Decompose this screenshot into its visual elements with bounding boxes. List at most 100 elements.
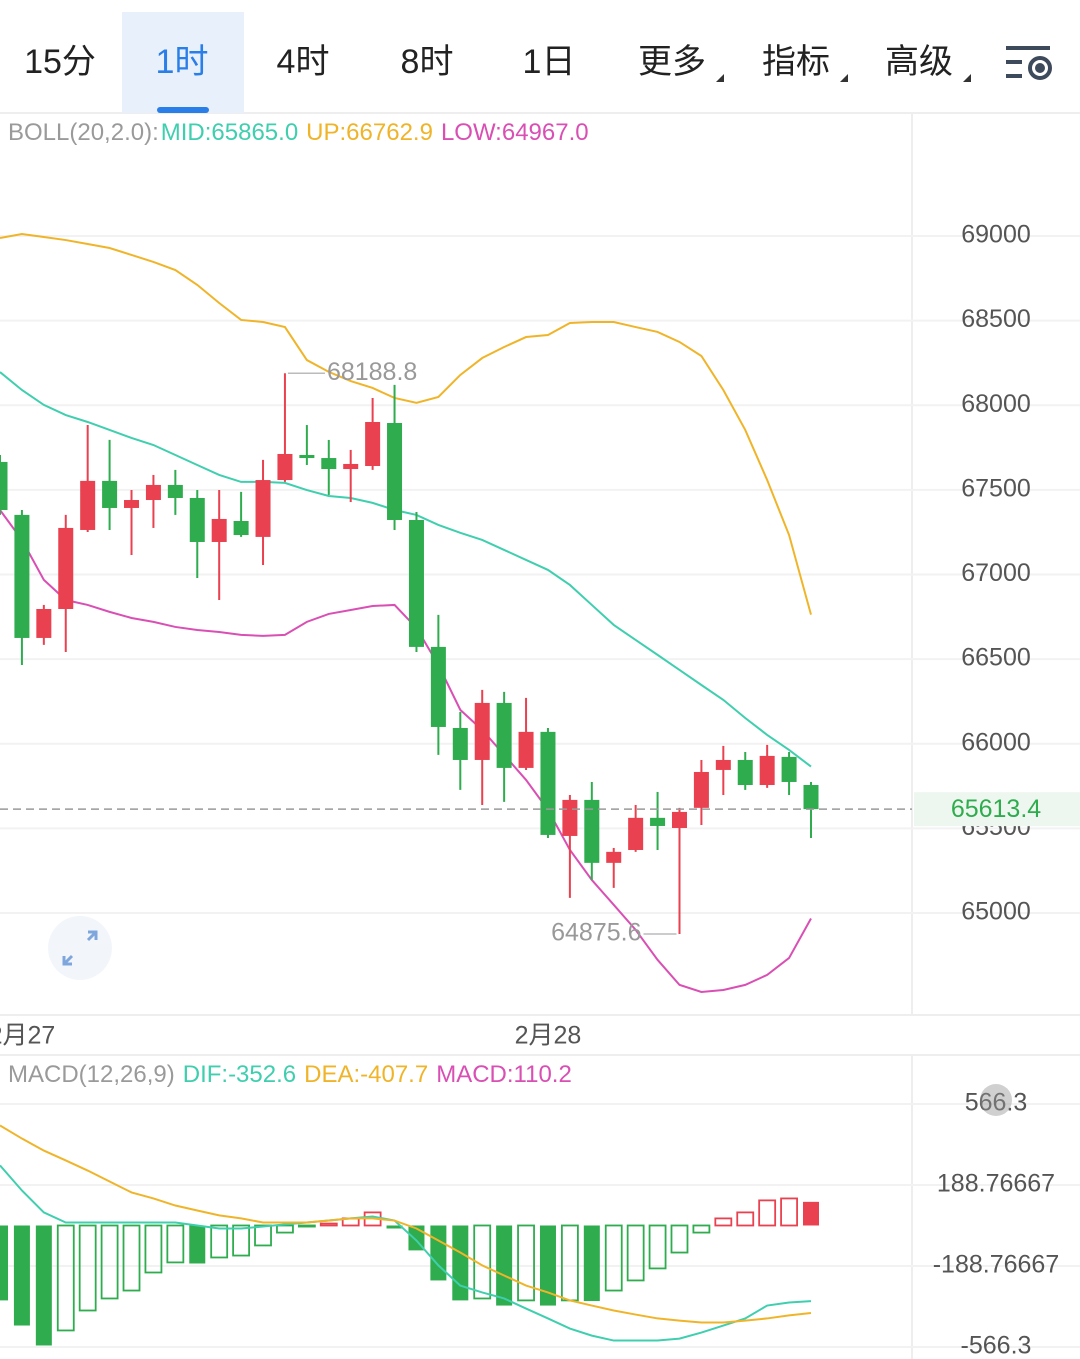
candle-body (189, 497, 205, 542)
macd-bar (780, 1197, 798, 1227)
candle-body (58, 527, 74, 610)
dropdown-caret (840, 74, 848, 82)
y-tick-label: 68000 (961, 390, 1031, 418)
indicator-name: MACD(12,26,9) (8, 1061, 175, 1088)
tab[interactable]: 1日 (523, 43, 576, 81)
legend-entry: DIF:-352.6 (183, 1061, 296, 1088)
macd-bar (210, 1224, 229, 1259)
macd-bar (254, 1224, 272, 1247)
candle-body (781, 756, 797, 782)
y-tick-label: 65000 (961, 898, 1031, 926)
candle-body (430, 646, 446, 727)
candle-body (0, 461, 8, 510)
macd-bar (803, 1201, 819, 1226)
macd-bar (452, 1225, 469, 1301)
candle-body (693, 771, 709, 808)
y-tick-label: 68500 (961, 305, 1031, 333)
indicator-name: BOLL(20,2.0): (8, 119, 159, 146)
y-tick-label: 66500 (961, 644, 1031, 672)
tab[interactable]: 4时 (277, 43, 330, 81)
current-price-bg (914, 792, 1080, 827)
candle-body (343, 463, 359, 470)
candle-body (759, 755, 775, 786)
macd-bar (189, 1225, 206, 1264)
indicator-line (0, 509, 812, 993)
high-label: 68188.8 (327, 358, 417, 386)
macd-bar (626, 1224, 645, 1282)
y-tick-label: -566.3 (961, 1332, 1032, 1359)
indicator-line (0, 232, 812, 615)
candle-body (211, 518, 227, 542)
macd-bar (100, 1224, 119, 1300)
macd-bar (496, 1225, 513, 1306)
expand-button[interactable] (48, 916, 112, 980)
macd-bar (714, 1217, 733, 1227)
candle-body (474, 702, 490, 760)
indicator-header: MACD(12,26,9) DIF:-352.6 DEA:-407.7 MACD:11… (8, 1061, 572, 1088)
y-tick-label: 67500 (961, 474, 1031, 502)
candle-body (671, 811, 687, 828)
candle-body (124, 500, 140, 508)
macd-bar (604, 1224, 623, 1292)
settings-icon[interactable] (1006, 46, 1052, 80)
candle-body (145, 484, 161, 501)
candle-body (540, 731, 556, 835)
candle-body (452, 727, 468, 760)
scroll-handle[interactable] (980, 1084, 1012, 1116)
candle-body (167, 484, 183, 498)
tab[interactable]: 8时 (401, 43, 454, 81)
candle-body (518, 731, 534, 768)
macd-bar (232, 1224, 251, 1257)
active-tab-indicator (157, 107, 209, 113)
tab[interactable]: 高级 (885, 43, 953, 81)
macd-bar (473, 1224, 492, 1300)
dropdown-caret (963, 74, 971, 82)
legend-entry: MACD:110.2 (436, 1061, 572, 1088)
macd-bar (386, 1225, 403, 1229)
macd-bar (670, 1224, 689, 1254)
candle-body (562, 799, 578, 836)
y-tick-label: 188.76667 (937, 1170, 1055, 1198)
macd-bar (78, 1224, 97, 1312)
tab[interactable]: 更多 (638, 43, 706, 81)
y-tick-label: 69000 (961, 221, 1031, 249)
tab[interactable]: 15分 (24, 43, 96, 81)
current-price-label: 65613.4 (951, 795, 1041, 823)
candle-body (496, 702, 512, 768)
macd-bar (144, 1224, 163, 1274)
indicator-line (0, 1124, 812, 1324)
legend-entry: MID:65865.0 (161, 119, 298, 146)
macd-bar (692, 1224, 711, 1234)
y-tick-label: 66000 (961, 728, 1031, 756)
candle-body (36, 609, 52, 638)
macd-bar (35, 1225, 52, 1346)
candle-body (584, 799, 600, 863)
dropdown-caret (716, 74, 724, 82)
candle-body (803, 785, 819, 810)
y-tick-label: 566.3 (965, 1089, 1028, 1117)
macd-bar (583, 1225, 600, 1302)
macd-bar (122, 1224, 141, 1292)
macd-bar (430, 1225, 447, 1281)
candle-body (650, 817, 666, 826)
candle-body (80, 480, 96, 530)
legend-entry: LOW:64967.0 (441, 119, 589, 146)
candle-body (255, 480, 271, 537)
macd-bar (319, 1222, 338, 1227)
candle-body (387, 423, 403, 520)
tab[interactable]: 指标 (762, 43, 830, 81)
macd-bar (517, 1224, 535, 1302)
candle-body (102, 480, 118, 508)
indicator-header: BOLL(20,2.0):MID:65865.0 UP:66762.9 LOW:64… (8, 119, 589, 146)
x-tick-label: 2月27 (0, 1022, 55, 1050)
active-tab-bg (122, 12, 244, 113)
candle-body (321, 458, 337, 470)
candle-body (628, 817, 644, 850)
candle-body (365, 421, 381, 466)
indicator-line (0, 1164, 812, 1342)
tab[interactable]: 1时 (156, 43, 209, 81)
macd-bar (758, 1199, 777, 1227)
candle-body (737, 759, 753, 786)
